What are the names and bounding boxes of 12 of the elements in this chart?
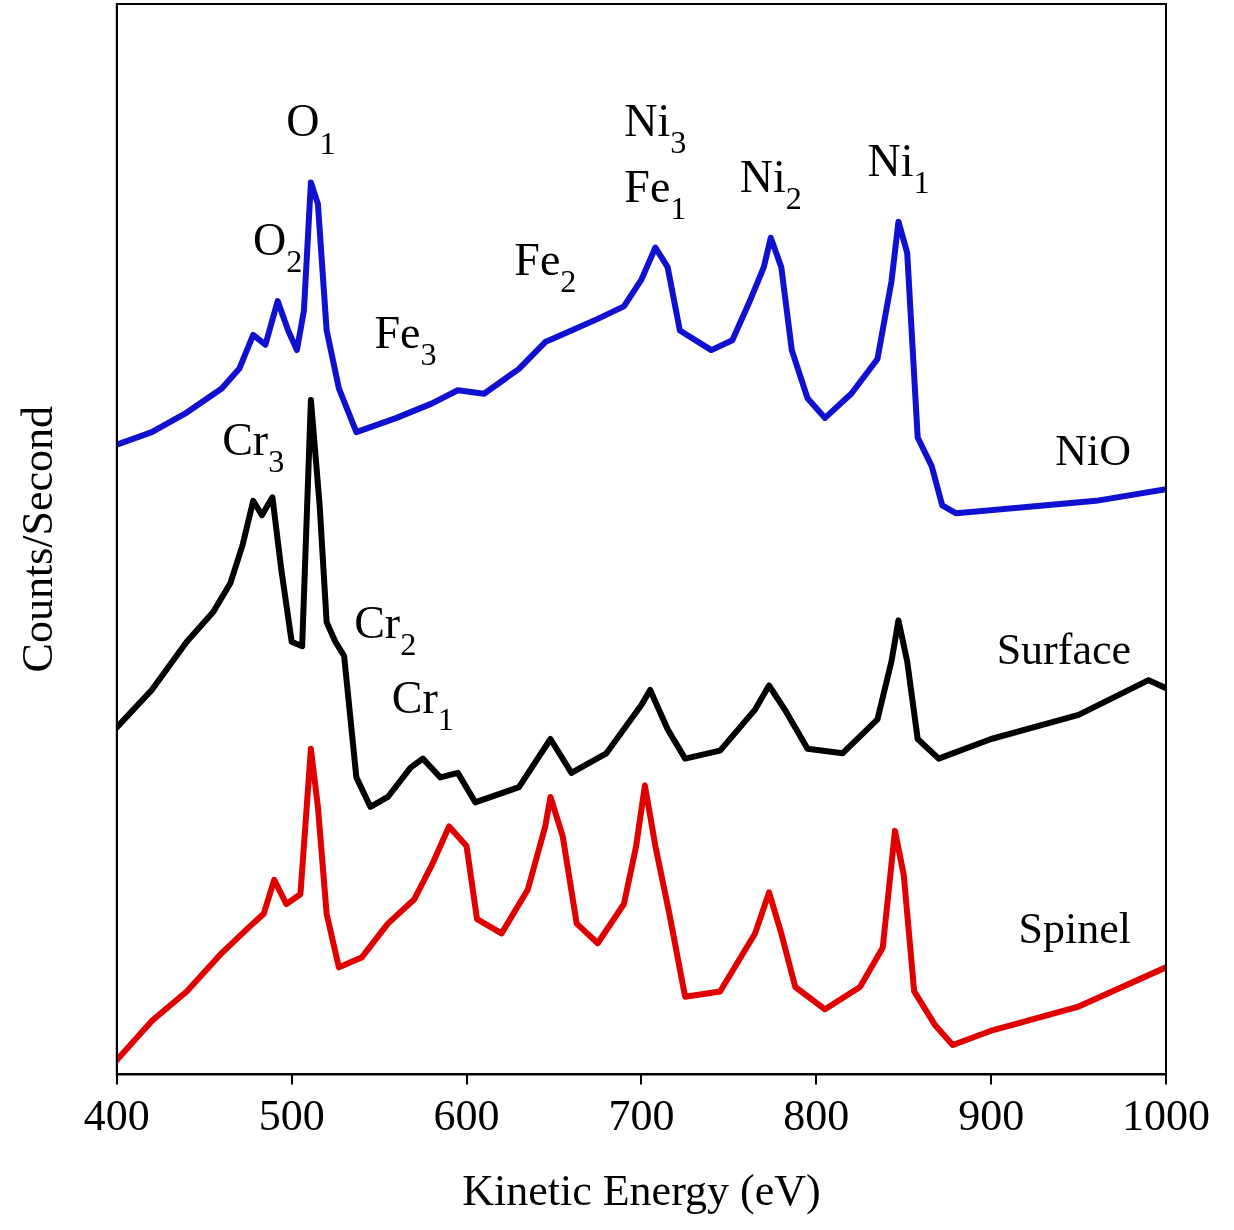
series-label: NiO: [1055, 425, 1132, 475]
x-tick-label: 400: [83, 1091, 150, 1141]
x-tick-label: 500: [258, 1091, 325, 1141]
series-label: Spinel: [1018, 903, 1131, 953]
x-tick-label: 800: [783, 1091, 850, 1141]
x-tick-label: 1000: [1122, 1091, 1210, 1141]
x-tick-label: 600: [433, 1091, 500, 1141]
x-tick-label: 700: [608, 1091, 675, 1141]
x-axis-title: Kinetic Energy (eV): [462, 1166, 821, 1216]
x-tick-label: 900: [958, 1091, 1025, 1141]
series-label: Surface: [996, 624, 1132, 674]
y-axis-title: Counts/Second: [12, 405, 62, 673]
